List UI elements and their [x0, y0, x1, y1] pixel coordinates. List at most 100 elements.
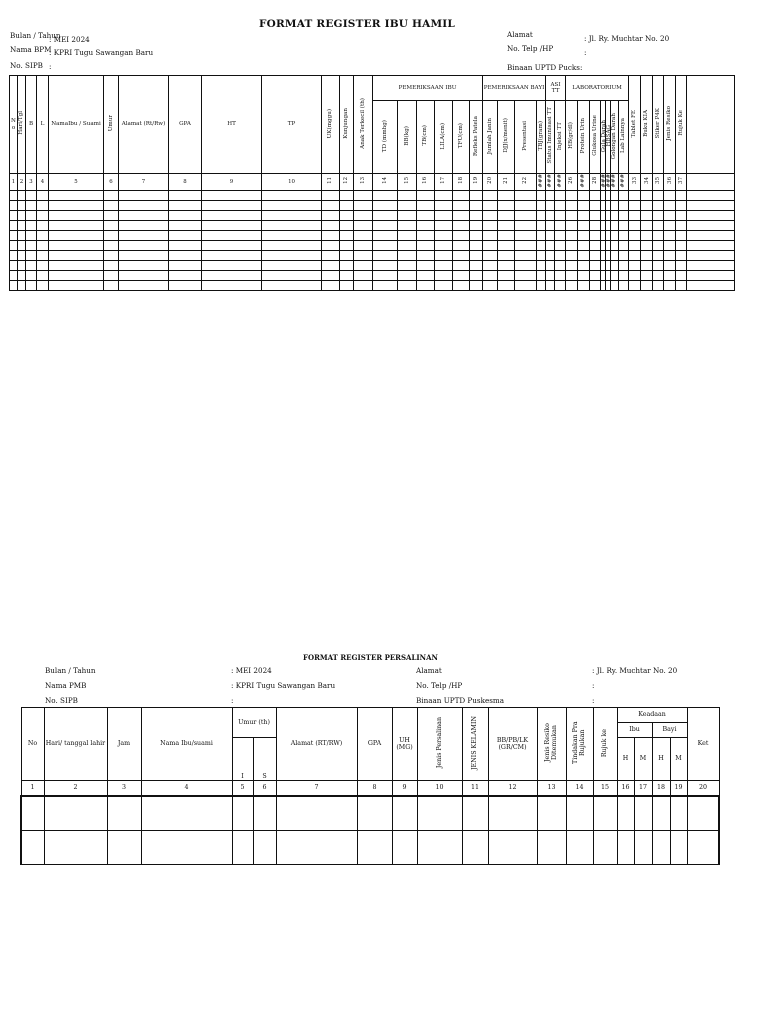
table-cell[interactable]	[252, 830, 277, 865]
table-cell[interactable]	[452, 279, 470, 291]
table-cell[interactable]	[416, 209, 435, 221]
table-cell[interactable]	[353, 269, 373, 281]
table-cell[interactable]	[261, 229, 322, 241]
table-cell[interactable]	[565, 830, 594, 865]
table-cell[interactable]	[434, 239, 453, 251]
table-cell[interactable]	[43, 795, 108, 831]
table-cell[interactable]	[416, 199, 435, 211]
table-cell[interactable]	[663, 189, 677, 201]
table-cell[interactable]	[416, 249, 435, 261]
table-cell[interactable]	[536, 229, 547, 241]
table-cell[interactable]	[589, 279, 602, 291]
table-cell[interactable]	[652, 239, 665, 251]
table-cell[interactable]	[536, 239, 547, 251]
table-cell[interactable]	[554, 279, 567, 291]
table-cell[interactable]	[168, 259, 202, 271]
table-cell[interactable]	[640, 199, 654, 211]
table-cell[interactable]	[372, 229, 398, 241]
table-cell[interactable]	[9, 239, 18, 251]
table-cell[interactable]	[416, 269, 435, 281]
table-cell[interactable]	[17, 219, 26, 231]
table-cell[interactable]	[663, 199, 677, 211]
table-cell[interactable]	[252, 795, 277, 831]
table-cell[interactable]	[497, 249, 516, 261]
table-cell[interactable]	[461, 830, 489, 865]
table-cell[interactable]	[461, 795, 489, 831]
table-cell[interactable]	[25, 229, 37, 241]
table-cell[interactable]	[628, 239, 642, 251]
table-cell[interactable]	[17, 229, 26, 241]
table-cell[interactable]	[482, 279, 499, 291]
table-cell[interactable]	[651, 795, 671, 831]
table-cell[interactable]	[589, 209, 602, 221]
table-cell[interactable]	[468, 279, 484, 291]
table-cell[interactable]	[353, 209, 373, 221]
table-cell[interactable]	[48, 239, 104, 251]
table-cell[interactable]	[339, 249, 354, 261]
table-cell[interactable]	[565, 249, 579, 261]
table-cell[interactable]	[416, 830, 463, 865]
table-cell[interactable]	[577, 219, 591, 231]
table-cell[interactable]	[416, 279, 435, 291]
table-cell[interactable]	[25, 269, 37, 281]
table-cell[interactable]	[36, 189, 49, 201]
table-cell[interactable]	[545, 209, 556, 221]
table-cell[interactable]	[452, 219, 470, 231]
table-cell[interactable]	[168, 229, 202, 241]
table-cell[interactable]	[482, 199, 499, 211]
table-cell[interactable]	[554, 269, 567, 281]
table-cell[interactable]	[452, 239, 470, 251]
table-cell[interactable]	[565, 219, 579, 231]
table-cell[interactable]	[610, 199, 620, 211]
table-cell[interactable]	[675, 189, 688, 201]
table-cell[interactable]	[452, 209, 470, 221]
table-cell[interactable]	[663, 209, 677, 221]
table-cell[interactable]	[168, 189, 202, 201]
table-cell[interactable]	[497, 219, 516, 231]
table-cell[interactable]	[545, 239, 556, 251]
table-cell[interactable]	[482, 239, 499, 251]
table-cell[interactable]	[663, 279, 677, 291]
table-cell[interactable]	[652, 249, 665, 261]
table-cell[interactable]	[231, 795, 254, 831]
table-cell[interactable]	[618, 219, 630, 231]
table-cell[interactable]	[261, 249, 322, 261]
table-cell[interactable]	[618, 249, 630, 261]
table-cell[interactable]	[652, 279, 665, 291]
table-cell[interactable]	[589, 259, 602, 271]
table-cell[interactable]	[25, 209, 37, 221]
table-cell[interactable]	[554, 199, 567, 211]
table-cell[interactable]	[628, 219, 642, 231]
table-cell[interactable]	[577, 269, 591, 281]
table-cell[interactable]	[482, 249, 499, 261]
table-cell[interactable]	[554, 219, 567, 231]
table-cell[interactable]	[452, 229, 470, 241]
table-cell[interactable]	[565, 269, 579, 281]
table-cell[interactable]	[48, 249, 104, 261]
table-cell[interactable]	[103, 189, 119, 201]
table-cell[interactable]	[261, 209, 322, 221]
table-cell[interactable]	[536, 795, 567, 831]
table-cell[interactable]	[663, 229, 677, 241]
table-cell[interactable]	[434, 199, 453, 211]
table-cell[interactable]	[25, 239, 37, 251]
table-cell[interactable]	[514, 199, 538, 211]
table-cell[interactable]	[589, 229, 602, 241]
table-cell[interactable]	[536, 279, 547, 291]
table-cell[interactable]	[628, 209, 642, 221]
table-cell[interactable]	[9, 219, 18, 231]
table-cell[interactable]	[339, 259, 354, 271]
table-cell[interactable]	[554, 259, 567, 271]
table-cell[interactable]	[397, 279, 417, 291]
table-cell[interactable]	[416, 219, 435, 231]
table-cell[interactable]	[577, 199, 591, 211]
table-cell[interactable]	[103, 239, 119, 251]
table-cell[interactable]	[106, 830, 142, 865]
table-cell[interactable]	[9, 279, 18, 291]
table-cell[interactable]	[397, 209, 417, 221]
table-cell[interactable]	[686, 269, 736, 281]
table-cell[interactable]	[339, 199, 354, 211]
table-cell[interactable]	[497, 269, 516, 281]
table-cell[interactable]	[565, 259, 579, 271]
table-cell[interactable]	[17, 199, 26, 211]
